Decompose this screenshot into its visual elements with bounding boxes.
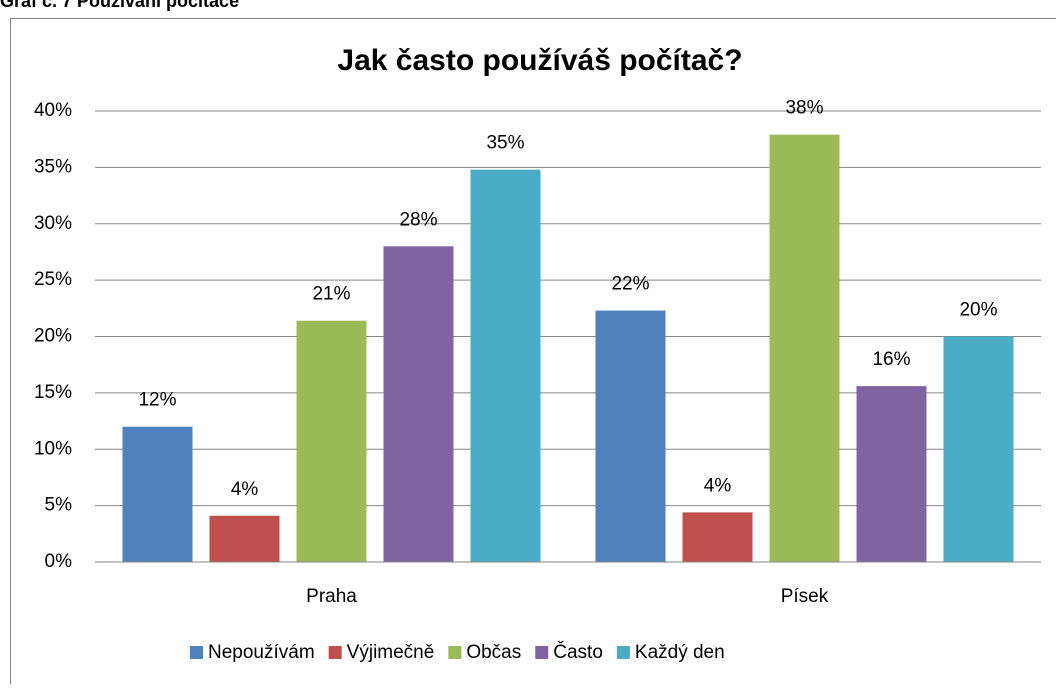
bar — [770, 135, 840, 562]
legend-swatch — [190, 646, 203, 659]
value-label: 12% — [138, 390, 176, 411]
value-label: 20% — [959, 300, 997, 321]
chart-title: Jak často používáš počítač? — [337, 44, 742, 77]
legend-swatch — [617, 646, 630, 659]
legend-swatch — [448, 646, 461, 659]
legend-label: Často — [553, 641, 603, 663]
value-label: 21% — [312, 284, 350, 305]
legend-label: Nepoužívám — [208, 642, 315, 663]
bar — [384, 246, 454, 562]
legend-label: Občas — [466, 642, 521, 663]
legend-swatch — [535, 646, 548, 659]
value-label: 38% — [785, 98, 823, 119]
legend-label: Výjimečně — [347, 642, 435, 663]
bar — [210, 516, 280, 562]
bar — [123, 427, 193, 562]
bar — [683, 512, 753, 562]
y-tick-label: 25% — [34, 269, 72, 290]
value-label: 28% — [399, 209, 437, 230]
caption: Graf č. 7 Používání počítače — [0, 0, 239, 11]
bar — [596, 311, 666, 562]
y-tick-label: 15% — [34, 382, 72, 403]
x-tick-label: Písek — [781, 586, 829, 607]
y-tick-label: 0% — [45, 551, 73, 572]
value-label: 16% — [872, 349, 910, 370]
y-tick-label: 40% — [34, 100, 72, 121]
legend-swatch — [329, 646, 342, 659]
bar — [944, 337, 1014, 563]
bar — [297, 321, 367, 562]
y-tick-label: 35% — [34, 156, 72, 177]
value-label: 4% — [704, 475, 732, 496]
value-label: 22% — [611, 274, 649, 295]
legend-label: Každý den — [635, 642, 725, 663]
x-tick-label: Praha — [306, 586, 357, 607]
bar — [857, 386, 927, 562]
y-tick-label: 10% — [34, 438, 72, 459]
value-label: 35% — [486, 133, 524, 154]
y-tick-label: 5% — [45, 495, 73, 516]
value-label: 4% — [231, 479, 259, 500]
y-tick-label: 20% — [34, 326, 72, 347]
y-tick-label: 30% — [34, 213, 72, 234]
bar — [471, 170, 541, 562]
